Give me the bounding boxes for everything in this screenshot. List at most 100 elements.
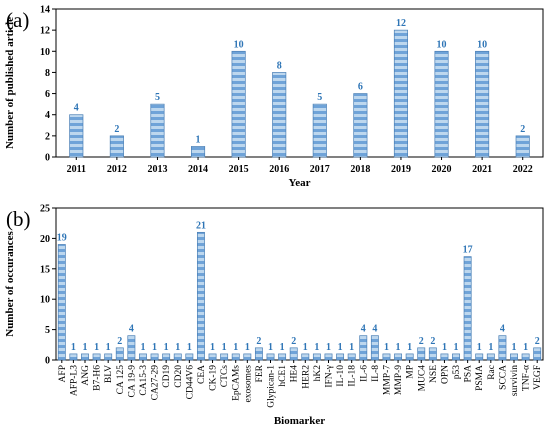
y-tick-label: 6 bbox=[45, 89, 50, 100]
x-tick-label: survivin bbox=[510, 365, 520, 396]
bar-data-label: 2 bbox=[520, 124, 525, 135]
bar-data-label: 1 bbox=[477, 342, 482, 353]
bar bbox=[231, 50, 246, 158]
bar bbox=[463, 256, 472, 361]
y-tick-label: 10 bbox=[40, 295, 50, 306]
bar-data-label: 2 bbox=[117, 336, 122, 347]
x-tick-label: IL-6 bbox=[359, 365, 369, 382]
bar bbox=[394, 353, 403, 361]
y-tick-label: 14 bbox=[40, 5, 50, 16]
bar-data-label: 1 bbox=[140, 342, 145, 353]
bar-data-label: 1 bbox=[164, 342, 169, 353]
x-tick-label: B7-H6 bbox=[93, 365, 103, 391]
bar-data-label: 1 bbox=[442, 342, 447, 353]
bar bbox=[57, 244, 66, 361]
panel-label: (b) bbox=[6, 207, 31, 231]
bar bbox=[405, 353, 414, 361]
x-axis-title: Year bbox=[289, 177, 311, 189]
panel-label: (a) bbox=[6, 8, 29, 32]
plot-frame bbox=[55, 8, 544, 158]
x-tick-label: IL-18 bbox=[348, 365, 358, 387]
x-tick-label: AFP-L3 bbox=[69, 365, 79, 396]
bar bbox=[266, 353, 275, 361]
bar bbox=[69, 353, 78, 361]
x-tick-label: MP bbox=[406, 365, 416, 379]
y-tick-label: 25 bbox=[40, 204, 50, 215]
bar bbox=[510, 353, 518, 361]
x-axis-title: Biomarker bbox=[274, 415, 325, 427]
bar-data-label: 1 bbox=[454, 342, 459, 353]
bar bbox=[370, 335, 379, 361]
bar bbox=[243, 353, 252, 361]
y-tick-label: 5 bbox=[45, 325, 50, 336]
bar bbox=[434, 50, 449, 158]
bar bbox=[185, 353, 194, 361]
bar bbox=[521, 353, 530, 361]
bar-data-label: 1 bbox=[303, 342, 308, 353]
bar bbox=[109, 135, 124, 158]
x-tick-label: 2013 bbox=[147, 164, 167, 175]
x-tick-label: Glypican-1 bbox=[267, 365, 277, 408]
bar bbox=[312, 103, 327, 158]
x-tick-label: SCCA bbox=[498, 365, 508, 390]
bar bbox=[301, 353, 310, 361]
bar-data-label: 1 bbox=[82, 342, 87, 353]
x-tick-label: hCE1 bbox=[278, 365, 288, 387]
bar bbox=[440, 353, 449, 361]
y-tick-label: 20 bbox=[40, 234, 50, 245]
x-tick-label: 2018 bbox=[350, 164, 370, 175]
bar-data-label: 12 bbox=[396, 18, 406, 29]
bar-data-label: 1 bbox=[512, 342, 517, 353]
bar-data-label: 1 bbox=[407, 342, 412, 353]
bar-data-label: 1 bbox=[152, 342, 157, 353]
y-axis-title: Number of occurances bbox=[4, 231, 16, 337]
bar bbox=[104, 353, 113, 361]
y-tick-label: 0 bbox=[45, 356, 50, 367]
bar bbox=[254, 347, 263, 361]
y-tick-label: 12 bbox=[40, 26, 50, 37]
bar bbox=[150, 353, 159, 361]
bar-data-label: 1 bbox=[94, 342, 99, 353]
bar-data-label: 1 bbox=[280, 342, 285, 353]
x-tick-label: MUC4 bbox=[417, 365, 427, 392]
bar-data-label: 5 bbox=[155, 92, 160, 103]
bar-data-label: 10 bbox=[477, 39, 487, 50]
bar bbox=[81, 353, 89, 361]
bar-data-label: 4 bbox=[129, 324, 134, 335]
bar bbox=[515, 135, 530, 158]
bar-data-label: 1 bbox=[488, 342, 493, 353]
x-tick-label: CA27-29 bbox=[151, 365, 161, 401]
bar bbox=[272, 72, 287, 158]
bar-data-label: 1 bbox=[523, 342, 528, 353]
x-tick-label: PSMA bbox=[475, 365, 485, 391]
bar-data-label: 1 bbox=[245, 342, 250, 353]
x-tick-label: 2022 bbox=[513, 164, 533, 175]
bar-data-label: 2 bbox=[419, 336, 424, 347]
bar bbox=[428, 347, 437, 361]
y-tick-label: 8 bbox=[45, 68, 50, 79]
bar bbox=[220, 353, 229, 361]
bar bbox=[231, 353, 240, 361]
x-tick-label: 2015 bbox=[229, 164, 249, 175]
bar-data-label: 1 bbox=[106, 342, 111, 353]
bar bbox=[69, 114, 84, 158]
bar-data-label: 4 bbox=[372, 324, 377, 335]
bar-data-label: 1 bbox=[222, 342, 227, 353]
bar-data-label: 6 bbox=[358, 82, 363, 93]
x-tick-label: 2014 bbox=[188, 164, 208, 175]
bar bbox=[127, 335, 136, 361]
x-tick-label: 2021 bbox=[472, 164, 492, 175]
bar bbox=[475, 50, 490, 158]
bar-data-label: 1 bbox=[175, 342, 180, 353]
y-axis-title: Number of published article bbox=[4, 17, 16, 149]
x-tick-label: PSA bbox=[464, 365, 474, 383]
x-tick-label: 2019 bbox=[391, 164, 411, 175]
x-tick-label: CK-19 bbox=[209, 365, 219, 391]
bar-data-label: 1 bbox=[268, 342, 273, 353]
bar bbox=[139, 353, 147, 361]
x-tick-label: CD44V6 bbox=[185, 365, 195, 400]
x-tick-label: AFP bbox=[58, 365, 68, 382]
x-tick-label: Rac bbox=[487, 365, 497, 380]
x-tick-label: IL-8 bbox=[371, 365, 381, 382]
bar bbox=[475, 353, 484, 361]
